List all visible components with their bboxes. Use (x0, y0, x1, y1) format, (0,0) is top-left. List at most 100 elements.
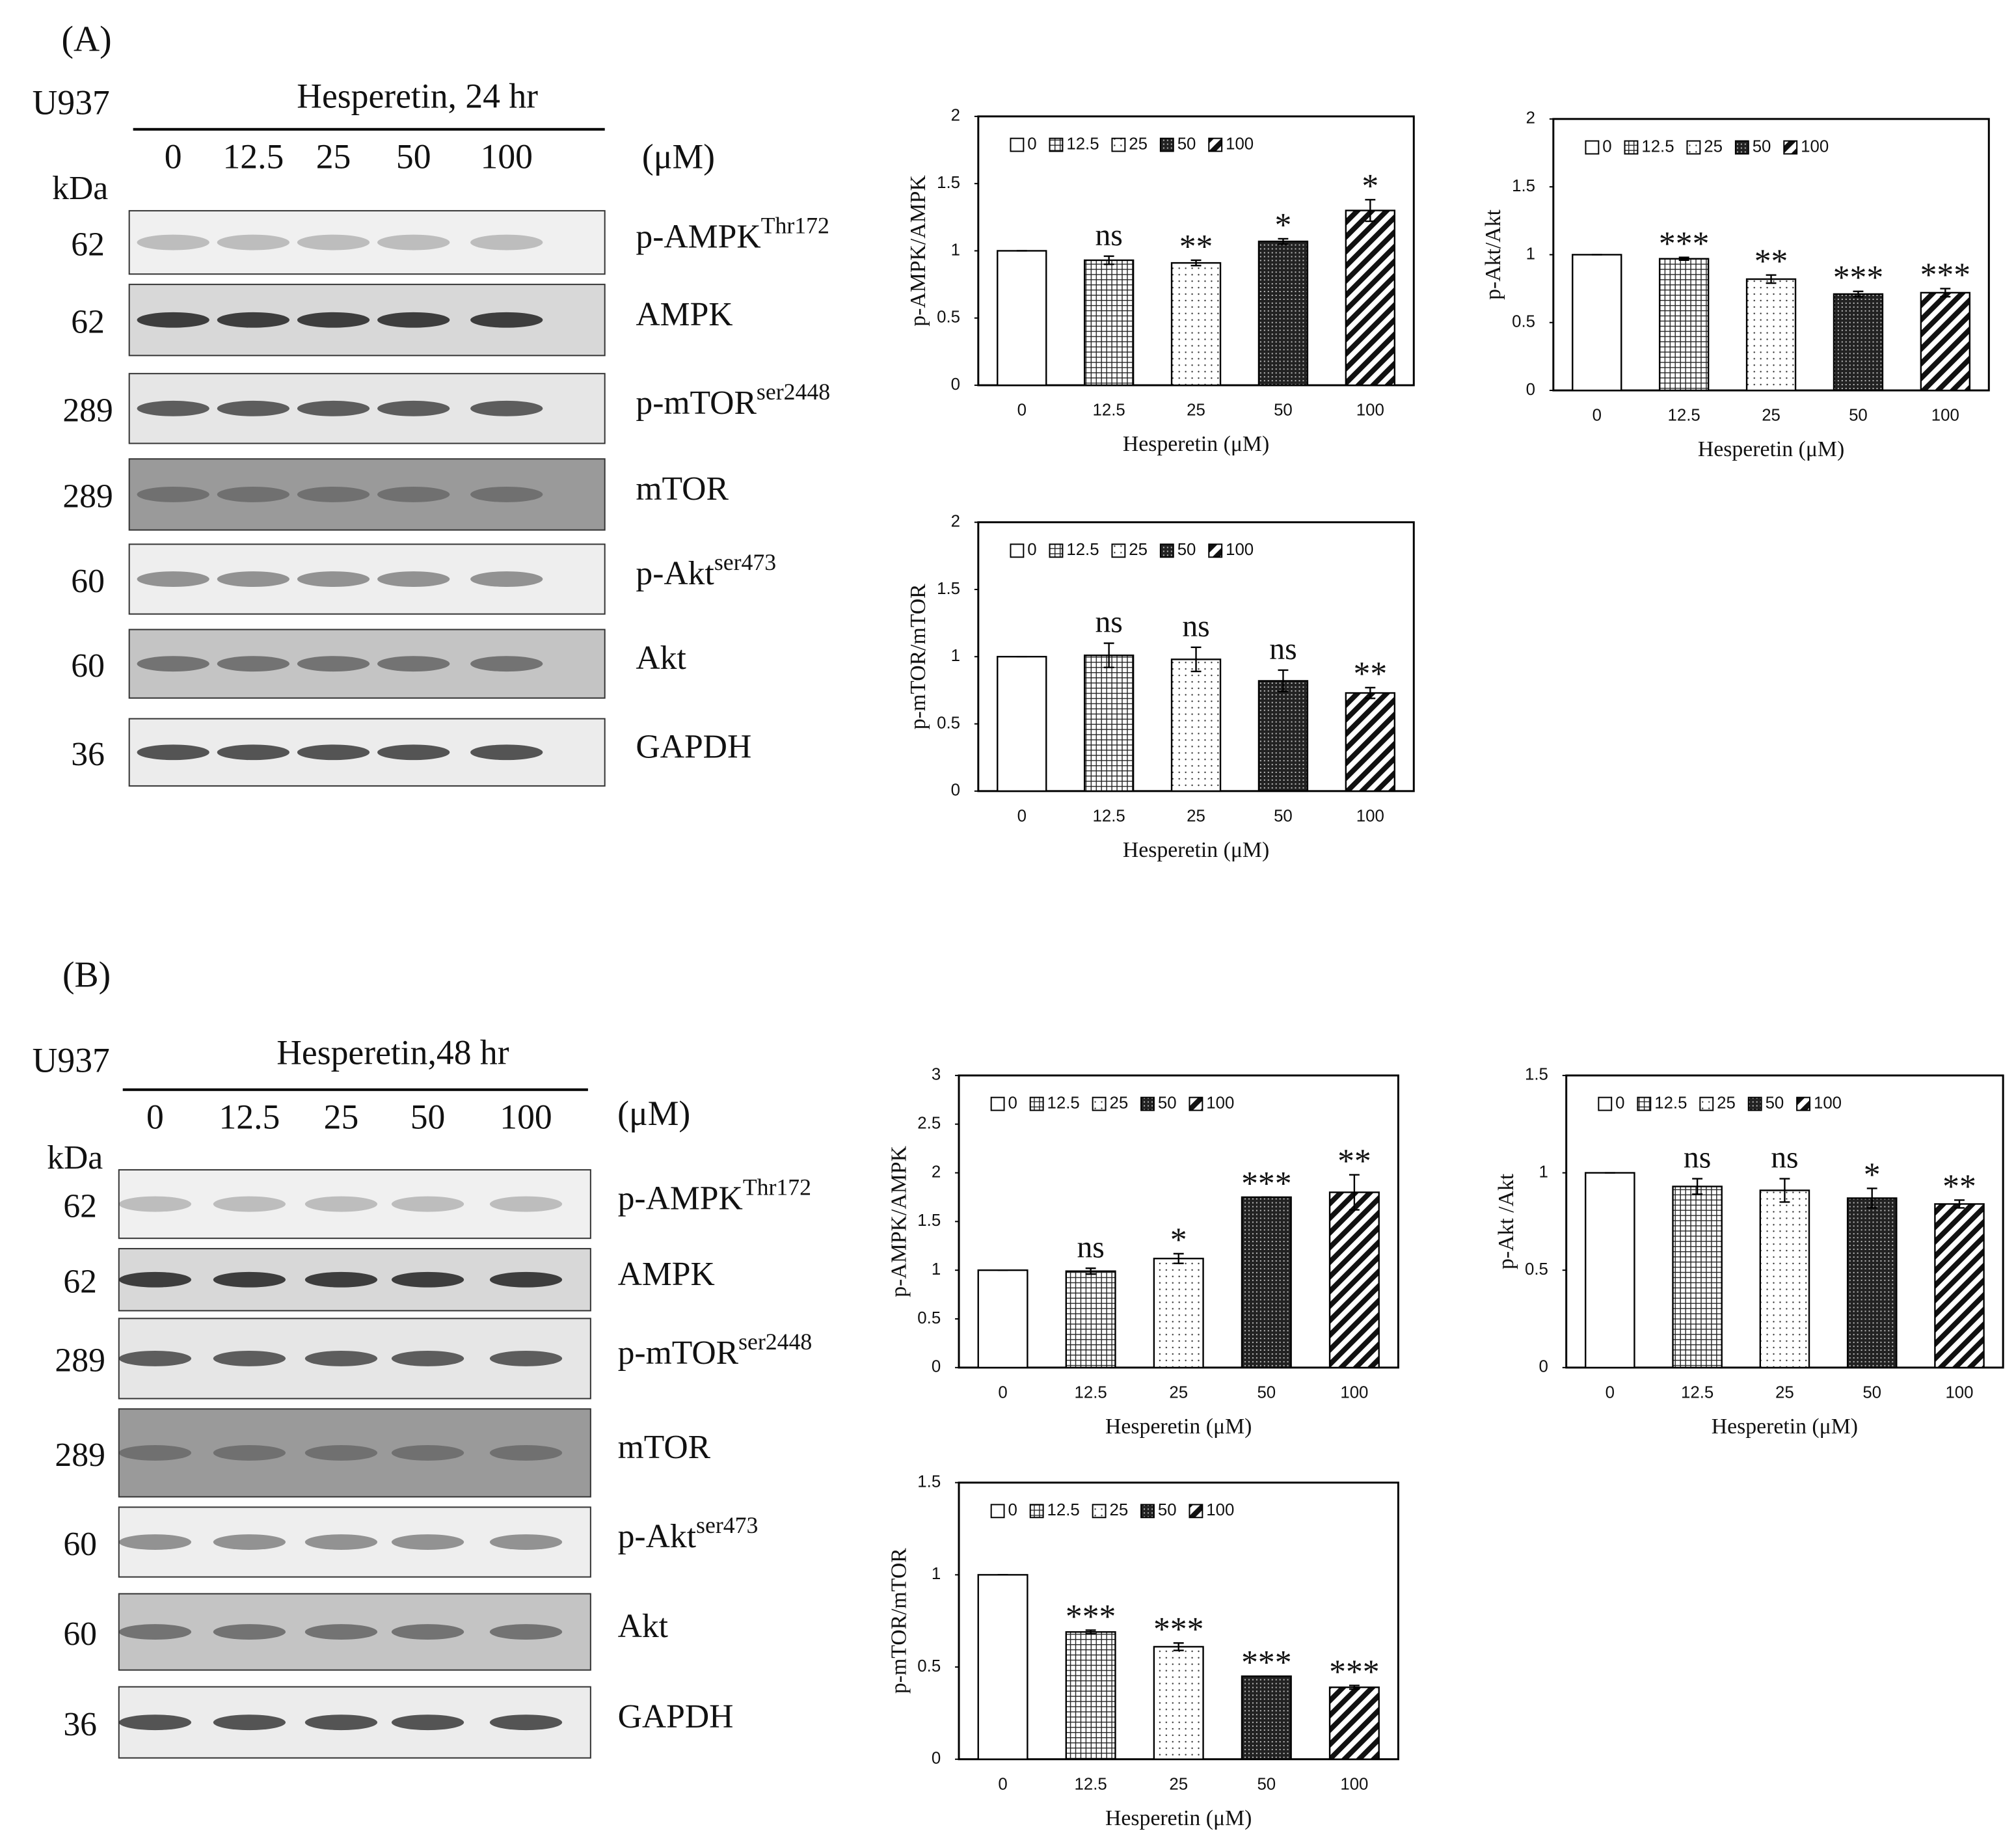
error-bar (1278, 237, 1289, 245)
blot-band (391, 1196, 464, 1212)
y-tick-label: 1.5 (917, 1212, 941, 1230)
legend-label: 25 (1129, 541, 1148, 559)
bar (1241, 1196, 1292, 1369)
kda-header: kDa (52, 170, 108, 207)
x-tick-label: 0 (1017, 401, 1027, 420)
protein-label: p-mTORser2448 (618, 1329, 813, 1372)
protein-label: Akt (618, 1608, 669, 1645)
concentration-label: 25 (324, 1098, 359, 1137)
protein-label: p-Aktser473 (618, 1512, 759, 1555)
legend-swatch (1111, 137, 1126, 152)
blot-band (377, 400, 450, 416)
x-tick-label: 0 (998, 1775, 1007, 1793)
unit: (μM) (642, 137, 715, 176)
legend-label: 0 (1008, 1094, 1017, 1112)
legend-label: 25 (1717, 1094, 1736, 1112)
y-tick-label: 0.5 (937, 308, 960, 327)
blot-band (470, 487, 543, 502)
concentration-label: 25 (316, 137, 351, 176)
treatment: Hesperetin,48 hr (276, 1033, 509, 1072)
x-tick-label: 50 (1274, 401, 1293, 420)
y-tick-label: 0 (932, 1750, 941, 1768)
protein-name: p-Akt (618, 1518, 697, 1555)
blot-band (304, 1271, 378, 1288)
significance-label: *** (1241, 1644, 1291, 1681)
protein-label: GAPDH (618, 1698, 734, 1735)
cell-line: U937 (33, 1040, 110, 1079)
protein-site: Thr172 (761, 213, 829, 239)
legend-swatch (1111, 543, 1126, 558)
protein-label: p-Aktser473 (636, 549, 776, 592)
blot-band (470, 400, 543, 416)
legend-label: 0 (1027, 135, 1036, 153)
error-bar (1190, 646, 1202, 673)
concentration-label: 100 (500, 1098, 552, 1137)
significance-label: ns (1269, 632, 1297, 666)
blot-band (470, 312, 543, 328)
significance-label: *** (1920, 257, 1970, 294)
x-axis-label: Hesperetin (μM) (1123, 838, 1269, 862)
error-bar (1678, 256, 1689, 261)
blot-band (470, 656, 543, 672)
error-bar (1954, 1199, 1965, 1209)
blot-band (213, 1714, 286, 1731)
y-axis-label: p-Akt/Akt (1481, 209, 1505, 299)
blot-band (137, 312, 209, 328)
legend-swatch (1159, 543, 1174, 558)
y-tick-label: 1.5 (1525, 1066, 1548, 1084)
kda-label: 289 (62, 478, 113, 515)
legend-label: 12.5 (1047, 1501, 1080, 1519)
significance-label: *** (1241, 1165, 1291, 1202)
legend-label: 50 (1177, 541, 1196, 559)
blot-band (391, 1445, 464, 1461)
y-tick-label: 1.5 (917, 1472, 941, 1491)
protein-name: mTOR (636, 470, 729, 508)
x-tick-label: 100 (1340, 1775, 1368, 1793)
blot-band (213, 1351, 286, 1366)
bar (1257, 240, 1309, 386)
significance-label: *** (1659, 226, 1709, 263)
kda-label: 36 (71, 736, 105, 773)
protein-name: AMPK (618, 1256, 715, 1293)
x-axis-label: Hesperetin (μM) (1105, 1806, 1252, 1830)
kda-label: 36 (63, 1706, 97, 1743)
protein-site: ser2448 (757, 379, 830, 405)
protein-label: AMPK (636, 296, 732, 333)
bar (1241, 1675, 1292, 1760)
blot-band (377, 571, 450, 587)
blot-band (118, 1624, 192, 1640)
protein-name: p-AMPK (636, 218, 760, 255)
x-tick-label: 100 (1356, 401, 1384, 420)
concentration-label: 0 (146, 1098, 164, 1137)
legend-label: 25 (1109, 1501, 1128, 1519)
legend-swatch (1637, 1096, 1652, 1111)
y-tick-label: 1 (1526, 245, 1535, 263)
error-bar (1278, 669, 1289, 693)
legend-label: 0 (1615, 1094, 1624, 1112)
legend-swatch (1783, 140, 1798, 155)
blot-band (391, 1714, 464, 1731)
y-tick-label: 2 (1526, 109, 1535, 128)
legend-swatch (1010, 137, 1025, 152)
y-axis-label: p-Akt /Akt (1494, 1173, 1518, 1269)
protein-label: p-mTORser2448 (636, 379, 830, 422)
bar (1083, 654, 1135, 792)
protein-name: Akt (618, 1608, 669, 1645)
legend-swatch (1624, 140, 1639, 155)
y-axis-label: p-AMPK/AMPK (887, 1145, 911, 1297)
legend-swatch (1092, 1504, 1107, 1519)
blot-band (137, 571, 209, 587)
legend-label: 50 (1766, 1094, 1784, 1112)
legend-swatch (1029, 1096, 1044, 1111)
bar (1065, 1270, 1116, 1369)
kda-header: kDa (47, 1139, 103, 1176)
legend-label: 12.5 (1641, 137, 1674, 156)
blot-band (489, 1624, 563, 1640)
panel-label: (A) (61, 19, 111, 59)
legend-label: 25 (1129, 135, 1148, 153)
blot-band (217, 487, 289, 502)
y-tick-label: 0.5 (937, 714, 960, 732)
error-bar (1365, 198, 1376, 223)
significance-label: ** (1354, 656, 1388, 693)
